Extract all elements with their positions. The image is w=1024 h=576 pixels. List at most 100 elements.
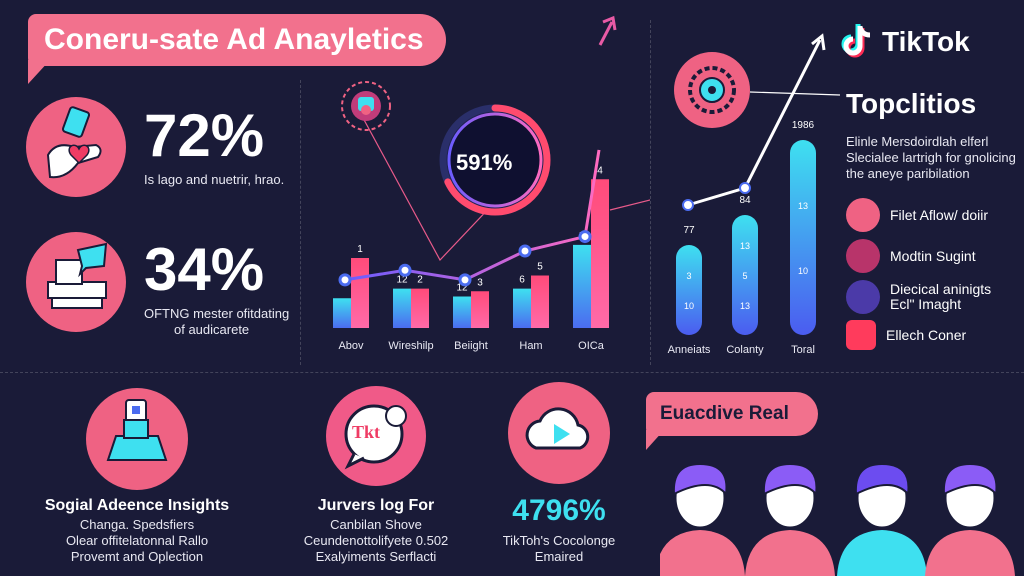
stat-icon-chat-box <box>26 232 126 332</box>
stat-value-34: 34% <box>144 236 265 303</box>
list-item-3: Diecical aninigts Ecl" Imaght <box>846 280 991 314</box>
panel-title: Topclitios <box>846 88 977 119</box>
gear-icon <box>674 52 750 128</box>
middle-chart: 12123125647 <box>333 15 650 328</box>
title-ribbon-tail <box>28 60 50 84</box>
right-bar-label-2: 1986 <box>792 120 815 131</box>
mid-point-2 <box>458 273 472 287</box>
decor-link-line <box>609 199 650 211</box>
bottom-line-1a: Changa. Spedsfiers <box>79 517 195 532</box>
bottom-line-1b: Olear offitelatonnal Rallo <box>65 533 209 548</box>
list-item-1: Filet Aflow/ doiir <box>846 198 988 232</box>
gauge-value: 591% <box>456 150 513 175</box>
bar-label-cyan-3: 6 <box>519 275 525 286</box>
bottom-icon-cloud-play <box>508 382 610 484</box>
mid-point-3 <box>518 244 532 258</box>
avatar-hair-0 <box>672 462 728 497</box>
bar-label-cyan-2: 12 <box>456 283 468 294</box>
bar-pink-1 <box>411 288 429 328</box>
bar-pink-4 <box>591 179 609 328</box>
bottom-ribbon-text: Euacdive Real <box>660 403 789 424</box>
divider-horizontal <box>0 372 1024 373</box>
bar-label-3: 5 <box>537 262 543 273</box>
avatar-body-0 <box>660 530 745 576</box>
avatar-body-2 <box>837 530 927 576</box>
bar-pink-0 <box>351 258 369 328</box>
right-bar-2 <box>790 140 816 335</box>
bar-label-2: 3 <box>477 277 483 288</box>
connector-line <box>749 91 840 96</box>
right-axis-label-1: Colanty <box>726 344 764 356</box>
right-bar-1 <box>732 215 758 335</box>
mid-axis-label-4: OICa <box>578 340 604 352</box>
page-title: Coneru-sate Ad Anayletics <box>44 23 424 56</box>
mid-arrow-shaft <box>598 21 614 46</box>
right-bar-0 <box>676 245 702 335</box>
avatar-hair-3 <box>942 462 998 497</box>
avatar-hair-2 <box>854 462 910 497</box>
m-icon <box>846 320 876 350</box>
bar-label-cyan-1: 12 <box>396 275 408 286</box>
right-axis-label-2: Toral <box>791 344 815 356</box>
right-bar-inner-1-1: 5 <box>742 271 747 281</box>
bar-cyan-3 <box>513 288 531 328</box>
audience-avatars <box>660 462 1015 576</box>
bottom-icon-chat-bubble: Tkt <box>326 386 426 486</box>
bottom-title-1: Sogial Adeence Insights <box>44 497 230 514</box>
right-bar-inner-0-0: 3 <box>686 271 691 281</box>
mid-axis-label-2: Beiight <box>454 340 488 352</box>
bar-label-4: 4 <box>597 165 603 176</box>
mid-arrow-head <box>602 15 617 31</box>
brand-name: TikTok <box>882 26 970 57</box>
right-bar-label-0: 77 <box>683 225 695 236</box>
mid-point-0 <box>338 273 352 287</box>
bar-cyan-0 <box>333 298 351 328</box>
right-arrow-head <box>811 33 826 51</box>
bottom-stat: 4796% <box>512 494 606 527</box>
bar-cyan-2 <box>453 296 471 328</box>
panel-desc-1: Elinle Mersdoirdlah elferl <box>846 134 989 149</box>
list-item-2: Modtin Sugint <box>846 239 976 273</box>
stat-caption-72: Is lago and nuetrir, hrao. <box>144 172 285 187</box>
bottom-line-2c: Exalyiments Serflacti <box>315 549 437 564</box>
panel-desc-3: the aneye paribilation <box>846 166 970 181</box>
right-point-1 <box>739 182 751 194</box>
mid-axis-label-3: Ham <box>519 340 543 352</box>
avatar-hair-1 <box>762 462 818 497</box>
avatar-body-1 <box>745 530 835 576</box>
badge-text: Tkt <box>352 422 381 442</box>
bar-cyan-1 <box>393 288 411 328</box>
right-point-0 <box>682 199 694 211</box>
bar-pink-3 <box>531 275 549 328</box>
bottom-icon-person-laptop <box>86 388 188 490</box>
chart-icon <box>846 239 880 273</box>
brain-icon <box>846 280 880 314</box>
bottom-ribbon: Euacdive Real <box>646 392 818 436</box>
stat-value-72: 72% <box>144 102 265 169</box>
tiktok-logo: TikTok <box>838 22 970 62</box>
bar-pink-2 <box>471 291 489 328</box>
right-bar-inner-2-1: 10 <box>798 266 808 276</box>
mid-axis-label-0: Abov <box>338 340 364 352</box>
mid-point-1 <box>398 263 412 277</box>
stat-icon-hand-heart <box>26 97 126 197</box>
right-chart: 77 3 10 84 13 5 13 1986 13 10 <box>674 33 840 335</box>
right-bar-inner-1-0: 13 <box>740 241 750 251</box>
panel-desc-2: Slecialee lartrigh for gnolicing <box>846 150 1016 165</box>
tiktok-note-icon <box>841 24 871 58</box>
mid-point-4 <box>578 230 592 244</box>
mid-trend-line <box>344 149 601 282</box>
bottom-line-1c: Provemt and Oplection <box>70 549 204 564</box>
stat-caption-34-line1: OFTNG mester ofitdating <box>144 306 290 321</box>
bottom-line-2a: Canbilan Shove <box>330 517 422 532</box>
bottom-ribbon-tail <box>646 430 664 450</box>
bottom-line-3a: TikToh's Cocolonge <box>502 533 616 548</box>
title-ribbon: Coneru-sate Ad Anayletics <box>28 14 446 66</box>
right-axis-label-0: Anneiats <box>667 344 711 356</box>
bar-cyan-4 <box>573 244 591 328</box>
mid-axis-label-1: Wireshilp <box>388 340 434 352</box>
bar-label-0: 1 <box>357 244 363 255</box>
stat-caption-34-line2: of audicarete <box>174 322 250 337</box>
right-bar-inner-1-2: 13 <box>740 301 750 311</box>
gauge <box>439 104 551 216</box>
